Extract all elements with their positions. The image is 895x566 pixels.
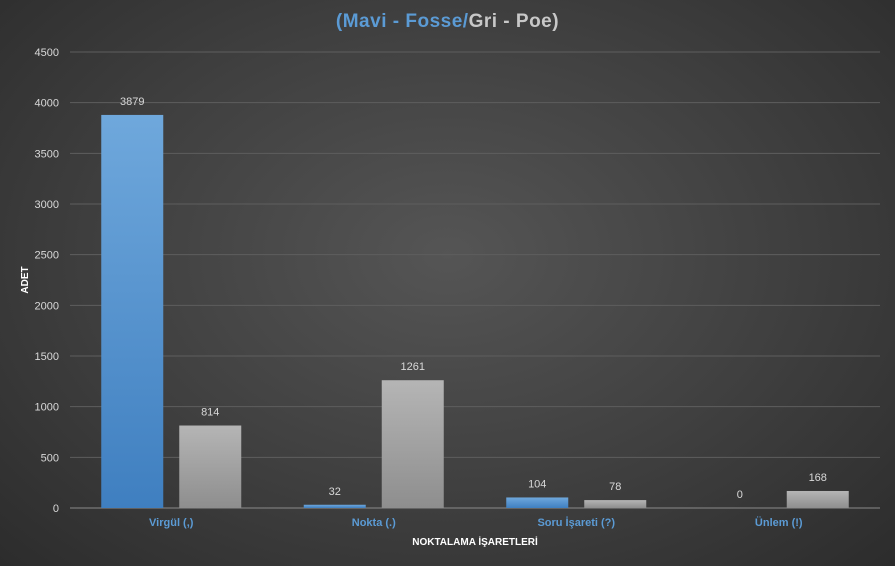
- y-tick-label: 2500: [35, 250, 59, 262]
- title-open-paren: (: [335, 11, 343, 32]
- category-label: Soru İşareti (?): [537, 516, 615, 529]
- y-tick-label: 0: [53, 503, 59, 515]
- chart-title: (Mavi - Fosse/Gri - Poe): [0, 11, 895, 33]
- data-label-blue: 0: [737, 489, 743, 501]
- bar-gray: [381, 380, 444, 508]
- y-tick-label: 1500: [35, 351, 59, 363]
- bar-blue: [101, 114, 164, 508]
- title-gray-series: Gri - Poe: [468, 11, 553, 32]
- y-tick-label: 1000: [35, 402, 59, 414]
- bars: [101, 114, 849, 508]
- category-label: Ünlem (!): [755, 516, 803, 529]
- x-axis-title: NOKTALAMA İŞARETLERİ: [412, 535, 538, 548]
- y-tick-label: 3500: [35, 148, 59, 160]
- title-blue-series: Mavi - Fosse: [342, 11, 463, 32]
- data-label-blue: 32: [329, 486, 341, 498]
- y-tick-label: 4500: [35, 47, 59, 59]
- bar-gray: [584, 500, 647, 508]
- data-label-gray: 78: [609, 481, 621, 493]
- data-label-gray: 168: [809, 472, 827, 484]
- bar-gray: [179, 425, 242, 508]
- category-label: Nokta (.): [352, 517, 396, 529]
- y-tick-labels: 0 500 1000 1500 2000 2500 3000 3500 4000 4500: [35, 47, 59, 515]
- bar-gray: [786, 490, 849, 508]
- y-tick-label: 500: [41, 452, 59, 464]
- y-tick-label: 3000: [35, 199, 59, 211]
- bar-blue: [506, 497, 569, 508]
- data-labels: 3879 814 32 1261 104 78 0 168: [120, 96, 827, 501]
- title-separator: /: [462, 11, 469, 32]
- bar-blue: [303, 504, 366, 508]
- y-tick-label: 2000: [35, 300, 59, 312]
- data-label-blue: 104: [528, 478, 546, 490]
- category-label: Virgül (,): [149, 517, 194, 529]
- category-labels: Virgül (,) Nokta (.) Soru İşareti (?) Ünlem…: [149, 516, 803, 529]
- y-axis-title: ADET: [20, 266, 31, 293]
- title-close-paren: ): [552, 11, 560, 32]
- data-label-blue: 3879: [120, 96, 144, 108]
- data-label-gray: 1261: [401, 361, 425, 373]
- y-tick-label: 4000: [35, 98, 59, 110]
- data-label-gray: 814: [201, 407, 219, 419]
